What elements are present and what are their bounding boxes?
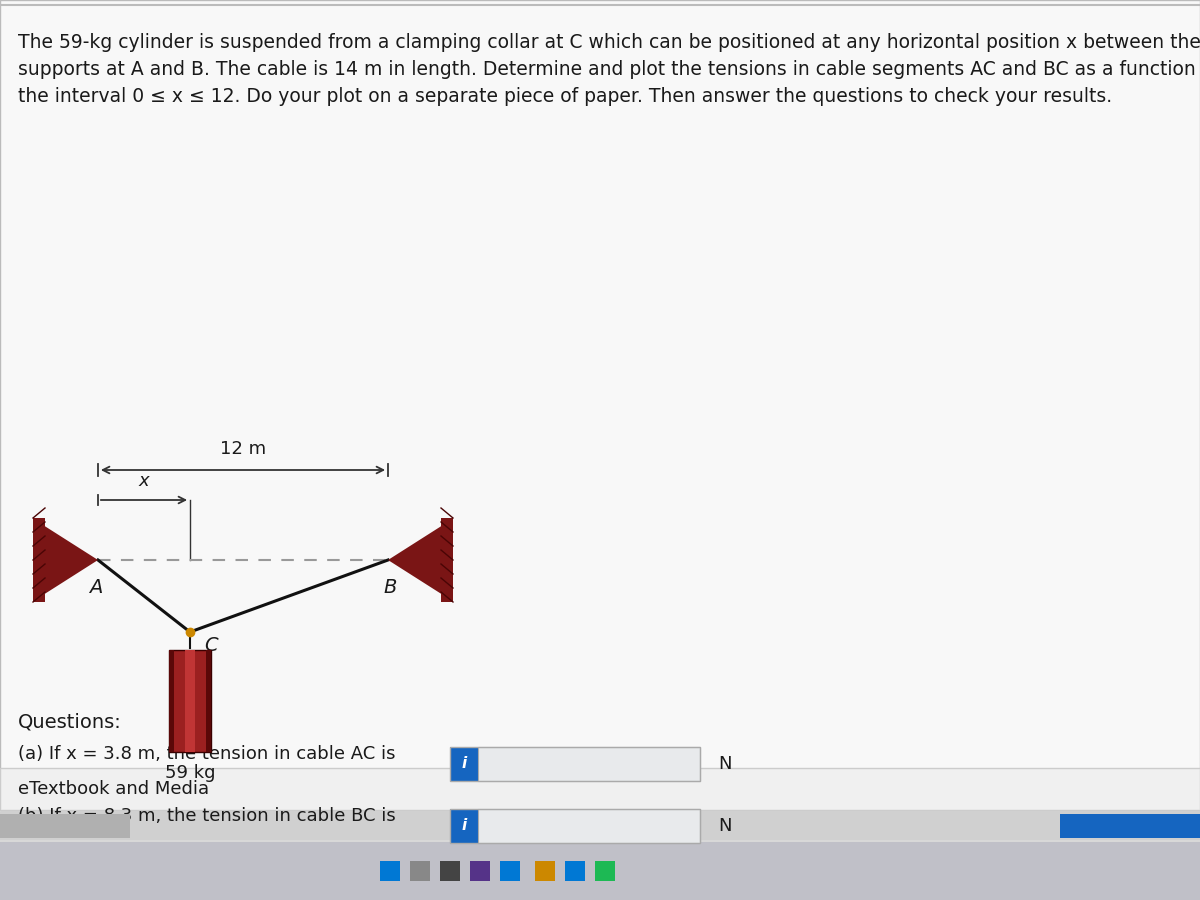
Text: A: A (89, 578, 103, 597)
Bar (380, 861, 400, 881)
Text: The 59-kg cylinder is suspended from a clamping collar at C which can be positio: The 59-kg cylinder is suspended from a c… (18, 33, 1200, 52)
Text: x: x (139, 472, 149, 490)
Bar (500, 861, 520, 881)
Bar (478, 747, 700, 781)
Bar (169, 650, 174, 752)
Bar (1060, 814, 1200, 838)
Bar (0, 842, 1200, 900)
Bar (185, 650, 194, 752)
Text: (b) If x = 8.3 m, the tension in cable BC is: (b) If x = 8.3 m, the tension in cable B… (18, 807, 396, 825)
Bar (478, 809, 700, 843)
Text: 59 kg: 59 kg (164, 764, 215, 782)
Bar (0, 812, 1200, 840)
Bar (34, 518, 46, 602)
Bar (535, 861, 554, 881)
Polygon shape (388, 525, 443, 595)
Bar (450, 747, 700, 781)
Text: 12 m: 12 m (220, 440, 266, 458)
Text: N: N (718, 755, 732, 773)
Bar (169, 650, 211, 752)
Text: eTextbook and Media: eTextbook and Media (18, 780, 209, 798)
Bar (450, 809, 478, 843)
Bar (442, 518, 454, 602)
Bar (0, 814, 130, 838)
Polygon shape (43, 525, 98, 595)
Bar (565, 861, 586, 881)
Text: N: N (718, 817, 732, 835)
Bar (0, 768, 1200, 810)
Text: B: B (383, 578, 397, 597)
Bar (410, 861, 430, 881)
Bar (595, 861, 616, 881)
Bar (470, 861, 490, 881)
Bar (206, 650, 211, 752)
Text: i: i (461, 818, 467, 833)
Text: (a) If x = 3.8 m, the tension in cable AC is: (a) If x = 3.8 m, the tension in cable A… (18, 745, 396, 763)
Text: supports at A and B. The cable is 14 m in length. Determine and plot the tension: supports at A and B. The cable is 14 m i… (18, 60, 1200, 79)
Text: Questions:: Questions: (18, 712, 121, 731)
Bar (450, 809, 700, 843)
Text: the interval 0 ≤ x ≤ 12. Do your plot on a separate piece of paper. Then answer : the interval 0 ≤ x ≤ 12. Do your plot on… (18, 87, 1112, 106)
Text: i: i (461, 757, 467, 771)
Bar (440, 861, 460, 881)
Text: C: C (204, 636, 217, 655)
Bar (450, 747, 478, 781)
